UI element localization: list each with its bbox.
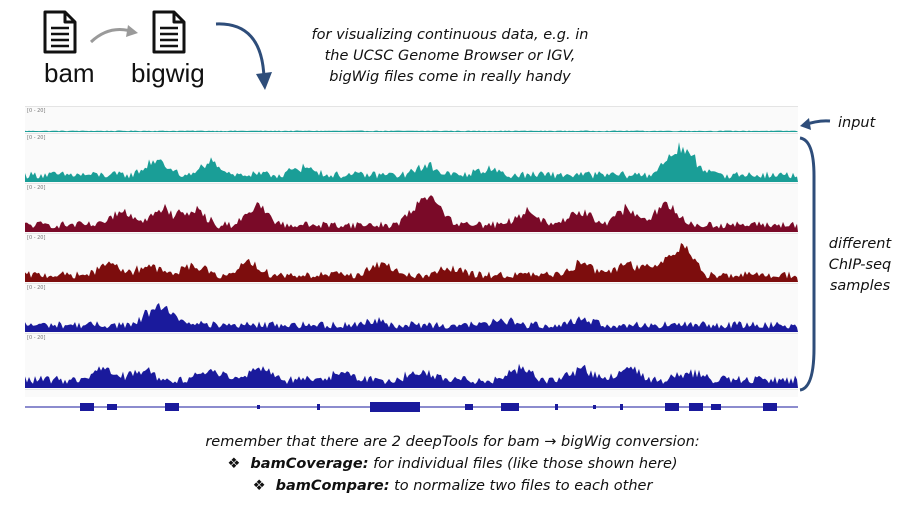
coverage-plot [25,130,798,132]
bigwig-label: bigwig [131,58,205,88]
exon-block [763,403,777,411]
coverage-signal [25,130,798,132]
exon-block [555,404,558,410]
exon-block [689,403,703,411]
bam-document-icon [43,10,77,54]
gene-model-plot [25,402,798,412]
track-input: [0 - 20] [25,107,798,134]
intro-note-line: bigWig files come in really handy [329,69,571,85]
track-range-label: [0 - 20] [27,285,46,291]
track-separator [25,283,798,284]
track-chip-3: [0 - 20] [25,234,798,284]
tool-name: bamCoverage: [250,456,369,472]
exon-block [107,404,117,410]
exon-block [620,404,623,410]
exon-block [593,405,596,409]
samples-brace-icon [799,136,816,392]
track-separator [25,183,798,184]
samples-label-line: different [828,236,892,252]
coverage-plot [25,142,798,182]
bigwig-document-icon [152,10,186,54]
bullet-icon: ❖ [252,478,266,494]
footer-reminder: remember that there are 2 deepTools for … [205,434,700,450]
track-range-label: [0 - 20] [27,135,46,141]
tool-name: bamCompare: [275,478,390,494]
exon-block [317,404,320,410]
exon-block [501,403,519,411]
exon-block [370,402,420,412]
input-label: input [838,115,876,131]
exon-block [257,405,260,409]
conversion-arrow-icon [89,25,138,44]
track-chip-2: [0 - 20] [25,184,798,234]
coverage-signal [25,142,798,182]
track-chip-4: [0 - 20] [25,284,798,334]
coverage-signal [25,363,798,388]
intro-note: for visualizing continuous data, e.g. in… [270,25,630,88]
input-arrow-icon [800,118,831,130]
tool-description: to normalize two files to each other [389,478,653,494]
exon-block [165,403,179,411]
exon-block [711,404,721,410]
coverage-plot [25,303,798,332]
track-separator [25,333,798,334]
bam-label: bam [44,58,95,88]
track-range-label: [0 - 20] [27,335,46,341]
footer-bullet-bamcompare: ❖ bamCompare: to normalize two files to e… [0,478,905,494]
track-separator [25,233,798,234]
track-separator [25,133,798,134]
footer-bullet-bamcoverage: ❖ bamCoverage: for individual files (like… [0,456,905,472]
coverage-plot [25,363,798,388]
tool-description: for individual files (like those shown h… [368,456,678,472]
samples-label-line: ChIP-seq [828,257,892,273]
genome-browser-panel: [0 - 20] [0 - 20] [0 - 20] [0 - 20] [0 -… [25,106,798,417]
track-chip-1: [0 - 20] [25,134,798,184]
track-range-label: [0 - 20] [27,235,46,241]
samples-label-line: samples [829,278,891,294]
coverage-signal [25,195,798,232]
track-range-label: [0 - 20] [27,185,46,191]
exon-block [665,403,679,411]
intro-note-line: for visualizing continuous data, e.g. in [311,27,589,43]
exon-block [80,403,94,411]
track-separator [25,389,798,390]
coverage-plot [25,195,798,232]
coverage-signal [25,243,798,282]
samples-label: different ChIP-seq samples [815,234,905,297]
intro-note-line: the UCSC Genome Browser or IGV, [324,48,576,64]
track-chip-5: [0 - 20] [25,334,798,390]
coverage-signal [25,303,798,332]
coverage-plot [25,243,798,282]
exon-block [465,404,473,410]
bullet-icon: ❖ [227,456,241,472]
gene-annotation-track [25,397,798,417]
pointer-arrow-icon [215,22,272,90]
track-range-label: [0 - 20] [27,108,46,114]
